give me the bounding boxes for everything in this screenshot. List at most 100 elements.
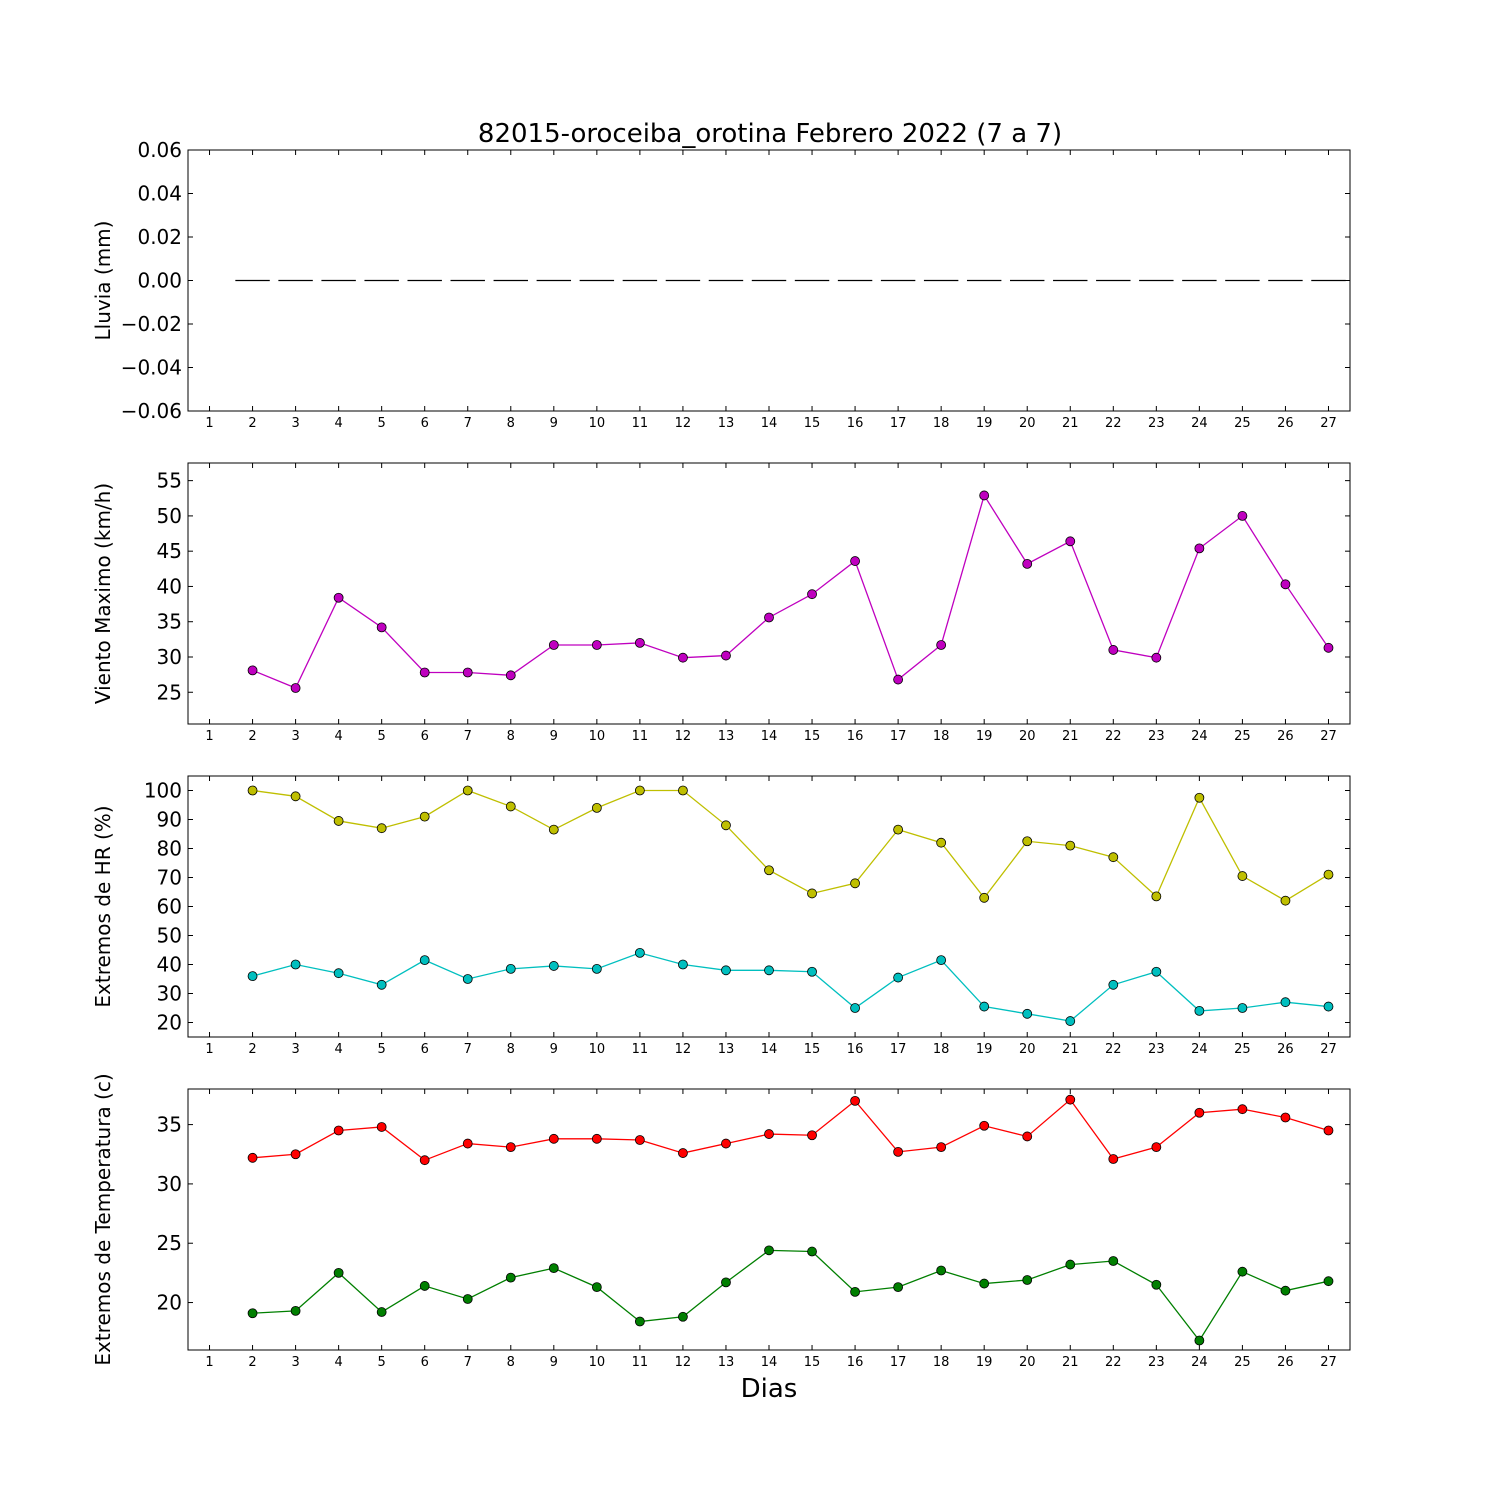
x-tick-label: 26 [1277,1042,1294,1057]
data-point [634,637,645,648]
x-tick-label: 2 [248,1355,256,1370]
data-point [333,592,344,603]
data-point [376,622,387,633]
x-tick-label: 18 [933,729,950,744]
x-tick-label: 19 [976,1355,993,1370]
x-tick-label: 4 [334,416,342,431]
data-point [376,823,387,834]
data-point [505,963,516,974]
series-line [252,1249,1329,1342]
y-tick-label: 40 [157,953,182,977]
data-point [721,820,731,831]
series-line [252,789,1329,902]
data-point [1323,642,1334,653]
x-tick-label: 14 [761,1042,778,1057]
x-tick-label: 20 [1019,729,1036,744]
data-point [505,670,516,681]
series-1 [247,490,1334,693]
data-point [1280,997,1291,1008]
data-point [850,1095,860,1106]
data-point [462,785,473,796]
x-tick-label: 17 [890,416,907,431]
x-tick-label: 13 [718,1042,735,1057]
data-point [979,1278,990,1289]
x-tick-label: 25 [1234,729,1251,744]
data-point [591,640,602,650]
data-point [1323,1001,1334,1012]
data-point [1108,645,1119,655]
data-point [1194,543,1205,554]
x-tick-label: 11 [632,1355,649,1370]
data-point [979,892,990,903]
data-point [462,1138,473,1149]
x-tick-label: 18 [933,416,950,431]
data-point [721,650,731,661]
x-tick-label: 2 [248,729,256,744]
y-tick-label: 100 [144,779,182,803]
data-point [807,966,817,977]
x-tick-label: 10 [589,1355,606,1370]
x-tick-label: 21 [1062,416,1079,431]
y-tick-label: 70 [157,866,182,890]
data-point [1323,1276,1334,1287]
x-tick-label: 5 [378,1355,386,1370]
data-point [1108,1256,1119,1266]
data-point [936,1142,947,1153]
y-tick-label: −0.02 [121,312,182,336]
data-point [634,948,645,958]
x-tick-label: 4 [334,1355,342,1370]
data-point [333,816,344,826]
y-axis-label: Lluvia (mm) [91,221,115,341]
x-tick-label: 8 [507,1355,515,1370]
data-point [764,965,774,976]
data-point [376,979,387,990]
data-point [419,811,430,822]
x-tick-label: 16 [847,1042,864,1057]
x-tick-label: 9 [550,729,558,744]
data-point [1151,891,1162,902]
data-point [850,1003,860,1013]
data-point [1151,966,1162,977]
x-tick-label: 1 [205,1042,213,1057]
data-point [893,1282,904,1293]
x-tick-label: 24 [1191,729,1208,744]
data-point [634,785,645,796]
data-point [247,1152,258,1163]
x-tick-label: 13 [718,416,735,431]
x-tick-label: 25 [1234,416,1251,431]
data-point [893,972,904,983]
x-tick-label: 9 [550,416,558,431]
y-tick-label: 0.04 [137,182,182,206]
x-tick-label: 10 [589,729,606,744]
data-point [893,824,904,835]
x-tick-label: 4 [334,729,342,744]
x-tick-label: 3 [291,1355,299,1370]
data-point [1022,836,1033,847]
data-point [1280,1112,1291,1123]
data-point [1280,579,1291,590]
x-tick-label: 8 [507,416,515,431]
y-tick-label: 50 [157,504,182,528]
x-tick-label: 14 [761,729,778,744]
x-tick-label: 22 [1105,1042,1122,1057]
x-tick-label: 6 [421,1355,429,1370]
data-point [1151,652,1162,663]
x-tick-label: 12 [675,1355,692,1370]
x-tick-label: 14 [761,416,778,431]
series-2 [247,948,1334,1026]
data-point [893,1146,904,1157]
x-tick-label: 16 [847,1355,864,1370]
x-tick-label: 12 [675,1042,692,1057]
series-line [252,1098,1329,1161]
data-point [1065,536,1076,547]
data-point [1022,1131,1033,1142]
data-point [462,1294,473,1304]
x-tick-label: 23 [1148,416,1165,431]
y-tick-label: 30 [157,982,182,1006]
data-point [1065,1094,1076,1105]
x-tick-label: 27 [1320,1355,1337,1370]
x-tick-label: 9 [550,1042,558,1057]
data-point [419,1155,430,1166]
y-tick-label: 0.02 [137,225,182,249]
